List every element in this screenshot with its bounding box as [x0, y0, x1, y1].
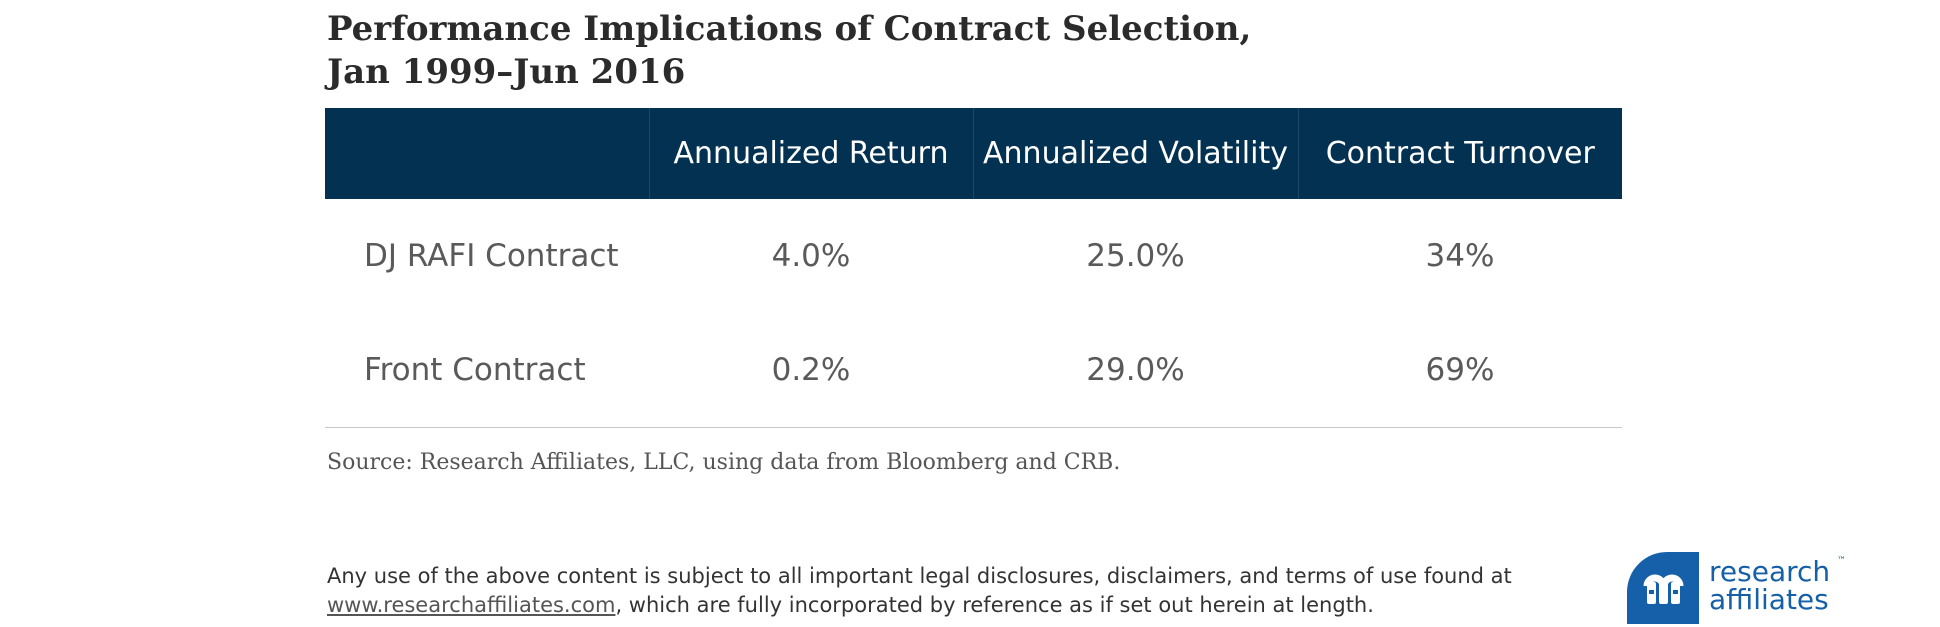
brand-wordmark: research affiliates [1709, 558, 1830, 614]
disclaimer-line-1: Any use of the above content is subject … [327, 564, 1512, 588]
research-affiliates-logo-icon [1627, 552, 1699, 624]
data-cell: 25.0% [1086, 238, 1185, 274]
data-cell: 0.2% [649, 313, 973, 428]
data-cell: 4.0% [771, 238, 851, 274]
trademark-symbol: ™ [1837, 556, 1846, 566]
brand-name-line-2: affiliates [1709, 583, 1829, 616]
row-label: DJ RAFI Contract [364, 238, 619, 274]
header-cell-blank [325, 108, 649, 199]
header-cell: Contract Turnover [1297, 108, 1622, 199]
row-label: Front Contract [325, 313, 649, 428]
header-cell: Annualized Volatility [972, 108, 1298, 199]
legal-disclaimer: Any use of the above content is subject … [327, 562, 1527, 620]
data-cell: 34% [1425, 238, 1495, 274]
disclaimer-line-2-rest: , which are fully incorporated by refere… [615, 593, 1374, 617]
table-header-row: Annualized Return Annualized Volatility Co… [325, 108, 1622, 199]
table-body: DJ RAFI Contract 4.0% 25.0% 34% Front Contra… [325, 199, 1622, 428]
data-cell: 29.0% [973, 313, 1298, 428]
brand-name-line-1: research [1709, 555, 1831, 588]
disclaimer-line-2: www.researchaffiliates.com, which are fu… [327, 591, 1527, 620]
chart-title-line-1: Performance Implications of Contract Sel… [327, 9, 1252, 49]
table-row: Front Contract 0.2% 29.0% 69% [325, 313, 1622, 428]
brand-logo: research affiliates ™ [1627, 552, 1857, 624]
chart-title-line-2: Jan 1999–Jun 2016 [327, 52, 686, 92]
chart-title: Performance Implications of Contract Sel… [327, 8, 1327, 94]
table-row: DJ RAFI Contract 4.0% 25.0% 34% [325, 199, 1622, 313]
source-note: Source: Research Affiliates, LLC, using … [327, 450, 1121, 475]
website-link[interactable]: www.researchaffiliates.com [327, 593, 616, 617]
data-cell: 69% [1298, 313, 1622, 428]
performance-table: Annualized Return Annualized Volatility Co… [325, 108, 1622, 428]
header-cell: Annualized Return [648, 108, 973, 199]
